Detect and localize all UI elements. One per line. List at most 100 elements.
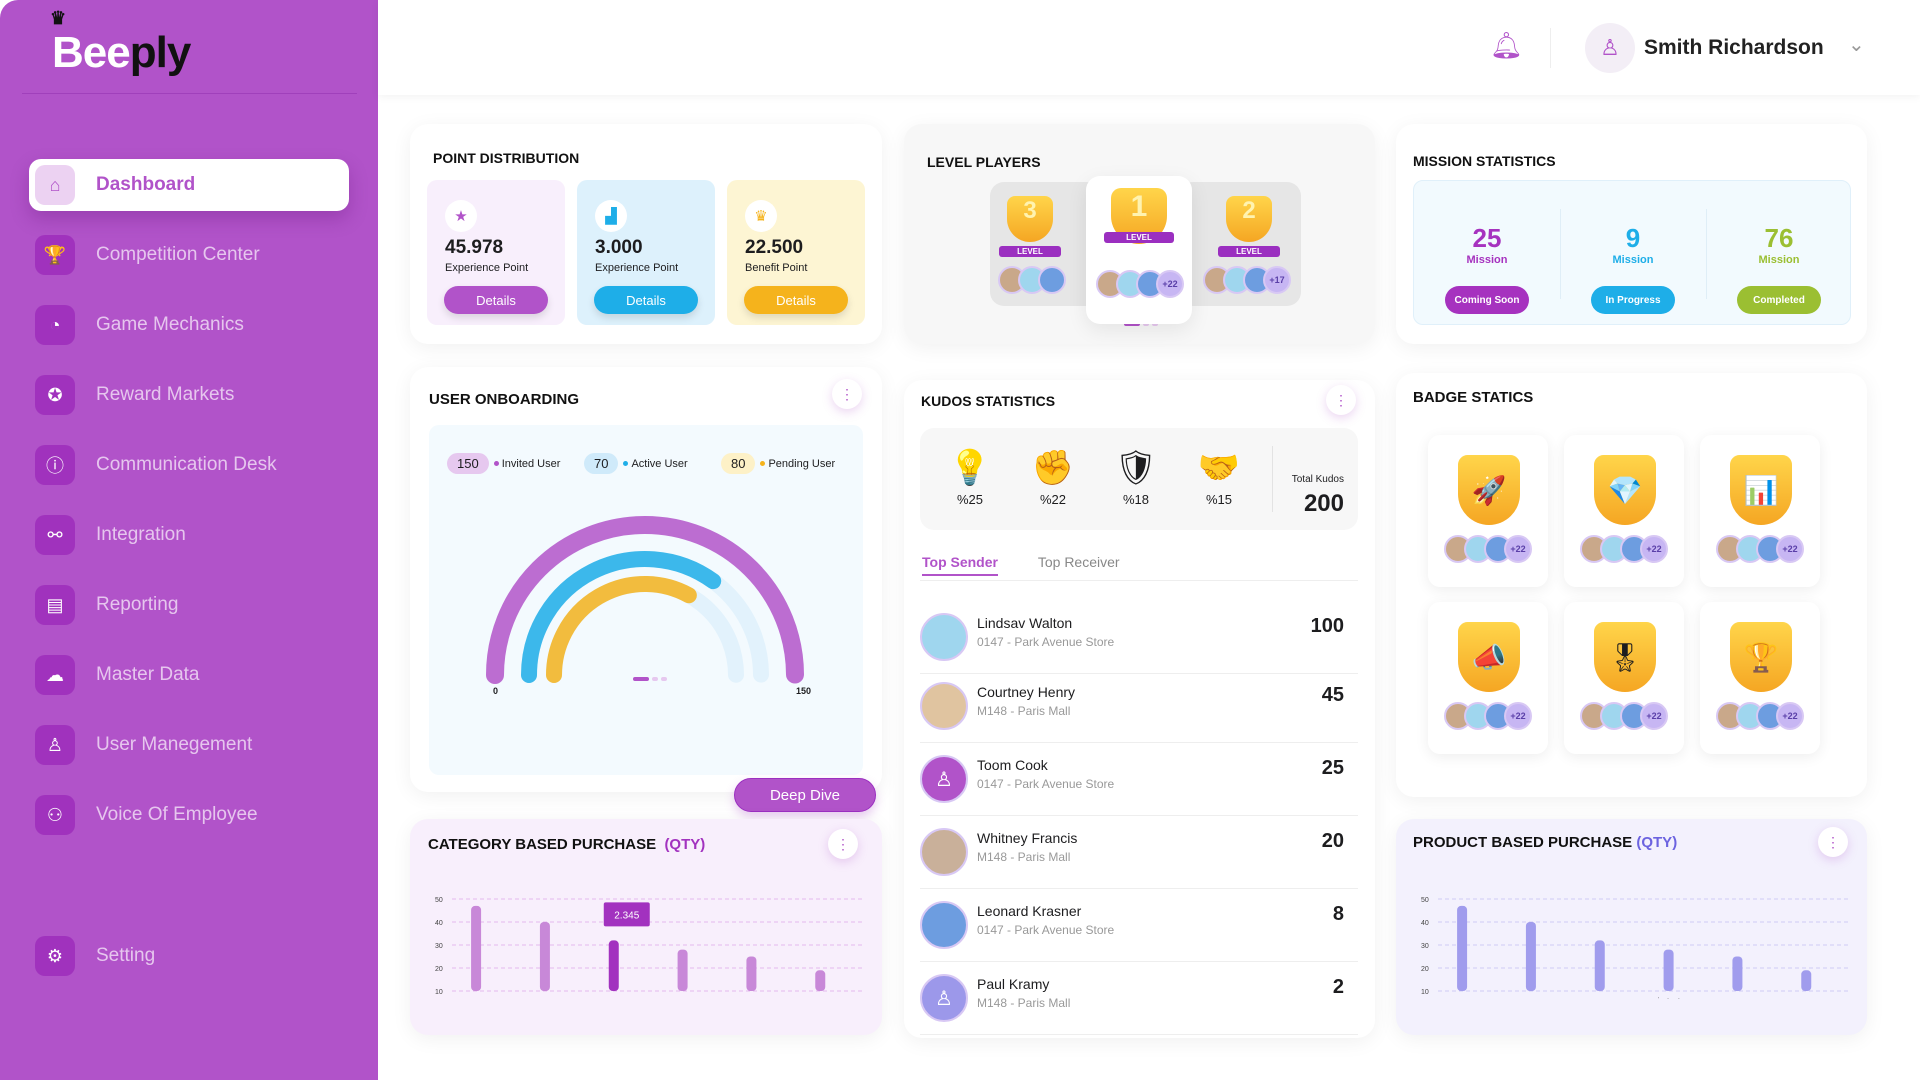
- more-count[interactable]: +22: [1776, 535, 1804, 563]
- sender-value: 45: [1321, 684, 1344, 706]
- gauge-pager[interactable]: [633, 677, 667, 681]
- sidebar-item-dashboard[interactable]: ⌂ Dashboard: [29, 159, 349, 211]
- sidebar: ♛ Beeply ⌂ Dashboard 🏆 Competition Center ◔ Ga…: [0, 0, 378, 1080]
- level-card[interactable]: 3 LEVEL: [990, 182, 1100, 306]
- sidebar-nav: ⌂ Dashboard 🏆 Competition Center ◔ Game Mecha…: [29, 159, 349, 859]
- list-item[interactable]: Courtney Henry M148 - Paris Mall 45: [920, 670, 1358, 743]
- point-card: ★ 45.978 Experience Point Details: [427, 180, 565, 325]
- sender-name: Paul Kramy: [977, 976, 1050, 992]
- gauge-arc-active-user: [521, 551, 722, 683]
- legend-label: Pending User: [768, 457, 836, 470]
- level-number: 2: [1242, 197, 1256, 224]
- sidebar-item-reward-markets[interactable]: ✪ Reward Markets: [29, 369, 349, 421]
- more-count[interactable]: +22: [1156, 270, 1184, 298]
- user-avatar[interactable]: ♙: [1585, 23, 1635, 73]
- list-item[interactable]: Leonard Krasner 0147 - Park Avenue Store 8: [920, 889, 1358, 962]
- card-title: POINT DISTRIBUTION: [433, 150, 580, 166]
- onboarding-panel: 150 Invited User 70 Active User 80 Pending Us…: [429, 425, 876, 812]
- more-count[interactable]: +22: [1776, 702, 1804, 730]
- tab-top-sender[interactable]: Top Sender: [922, 554, 998, 576]
- diamond-badge-icon: 💎: [1594, 455, 1656, 525]
- point-label: Experience Point: [445, 262, 529, 274]
- setting-button[interactable]: ⚙ Setting: [29, 930, 349, 982]
- podium-icon: ▟: [595, 200, 627, 232]
- mission-stat: 9 Mission In Progress: [1560, 181, 1706, 326]
- divider: [22, 93, 357, 94]
- badge-card[interactable]: 📣 +22: [1428, 602, 1548, 754]
- sender-name: Courtney Henry: [977, 684, 1076, 700]
- list-item[interactable]: Lindsav Walton 0147 - Park Avenue Store 10…: [920, 601, 1358, 674]
- mission-count: 25: [1472, 223, 1502, 253]
- sidebar-item-user-manegement[interactable]: ♙ User Manegement: [29, 719, 349, 771]
- mission-unit: Mission: [1466, 254, 1508, 266]
- bar-market: [815, 970, 826, 991]
- shield-hands-icon: 🛡: [1114, 449, 1158, 487]
- more-count[interactable]: +22: [1640, 535, 1668, 563]
- player-avatars: [998, 266, 1066, 294]
- mission-status-button[interactable]: Completed: [1737, 286, 1821, 314]
- level-card[interactable]: 2 LEVEL +17: [1179, 182, 1301, 306]
- sidebar-item-label: Game Mechanics: [96, 314, 244, 335]
- chevron-down-icon[interactable]: ⌄: [1848, 34, 1865, 56]
- bar-ds damat: [1525, 922, 1536, 991]
- badge-card[interactable]: 💎 +22: [1564, 435, 1684, 587]
- rocket-badge-icon: 🚀: [1458, 455, 1520, 525]
- more-count[interactable]: +22: [1504, 702, 1532, 730]
- more-options-icon[interactable]: ⋮: [1818, 827, 1848, 857]
- bar-travel: [608, 940, 619, 991]
- category-purchase-card: CATEGORY BASED PURCHASE (QTY) ⋮ 10 20 30 40…: [410, 819, 882, 1035]
- list-item[interactable]: Whitney Francis M148 - Paris Mall 20: [920, 816, 1358, 889]
- bell-icon[interactable]: 🔔︎: [1490, 30, 1524, 60]
- list-item[interactable]: ♙ Toom Cook 0147 - Park Avenue Store 25: [920, 743, 1358, 816]
- card-title: MISSION STATISTICS: [1413, 153, 1556, 169]
- sidebar-item-game-mechanics[interactable]: ◔ Game Mechanics: [29, 299, 349, 351]
- y-tick-label: 40: [435, 920, 443, 927]
- card-title: KUDOS STATISTICS: [921, 393, 1056, 409]
- badge-avatars: +22: [1580, 702, 1668, 730]
- sidebar-item-communication-desk[interactable]: ⓘ Communication Desk: [29, 439, 349, 491]
- list-item[interactable]: ♙ Paul Kramy M148 - Paris Mall 2: [920, 962, 1358, 1035]
- sender-store: 0147 - Park Avenue Store: [977, 777, 1115, 791]
- more-options-icon[interactable]: ⋮: [1326, 385, 1356, 415]
- badge-card[interactable]: 🏆 +22: [1700, 602, 1820, 754]
- cup-badge-icon: 🏆: [1730, 622, 1792, 692]
- details-button[interactable]: Details: [444, 286, 548, 314]
- badge-card[interactable]: 🚀 +22: [1428, 435, 1548, 587]
- level-card[interactable]: 1 LEVEL +22: [1086, 176, 1192, 324]
- more-count[interactable]: +22: [1640, 702, 1668, 730]
- legend-item: 80 Pending User: [721, 453, 835, 474]
- mission-status-button[interactable]: Coming Soon: [1445, 286, 1529, 314]
- more-options-icon[interactable]: ⋮: [828, 829, 858, 859]
- badge-card[interactable]: 🎖 +22: [1564, 602, 1684, 754]
- sidebar-item-voice-of-employee[interactable]: ⚇ Voice Of Employee: [29, 789, 349, 841]
- kudos-percent: %25: [956, 492, 984, 507]
- point-value: 45.978: [445, 237, 504, 258]
- divider: [1550, 28, 1551, 68]
- more-count[interactable]: +17: [1263, 266, 1291, 294]
- mission-status-button[interactable]: In Progress: [1591, 286, 1675, 314]
- network-icon: ⚯: [35, 515, 75, 555]
- deep-dive-button[interactable]: Deep Dive: [734, 778, 876, 812]
- logo[interactable]: ♛ Beeply: [50, 8, 191, 77]
- sidebar-item-integration[interactable]: ⚯ Integration: [29, 509, 349, 561]
- sidebar-item-master-data[interactable]: ☁ Master Data: [29, 649, 349, 701]
- user-name[interactable]: Smith Richardson: [1644, 36, 1824, 59]
- user-placeholder-icon: ♙: [920, 755, 968, 803]
- sidebar-item-reporting[interactable]: ▤ Reporting: [29, 579, 349, 631]
- details-button[interactable]: Details: [744, 286, 848, 314]
- sidebar-item-label: User Manegement: [96, 734, 253, 755]
- tooltip: [603, 902, 650, 927]
- level-ribbon: LEVEL: [1218, 246, 1280, 257]
- reward-icon: ✪: [35, 375, 75, 415]
- details-button[interactable]: Details: [594, 286, 698, 314]
- more-count[interactable]: +22: [1504, 535, 1532, 563]
- tab-top-receiver[interactable]: Top Receiver: [1037, 554, 1120, 570]
- kudos-item: ✊ %22: [1023, 446, 1083, 507]
- badge-card[interactable]: 📊 +22: [1700, 435, 1820, 587]
- sidebar-item-competition-center[interactable]: 🏆 Competition Center: [29, 229, 349, 281]
- carousel-pager[interactable]: [1124, 322, 1158, 326]
- megaphone-badge-icon: 📣: [1458, 622, 1520, 692]
- badge-avatars: +22: [1580, 535, 1668, 563]
- more-options-icon[interactable]: ⋮: [832, 379, 862, 409]
- badge-avatars: +22: [1444, 535, 1532, 563]
